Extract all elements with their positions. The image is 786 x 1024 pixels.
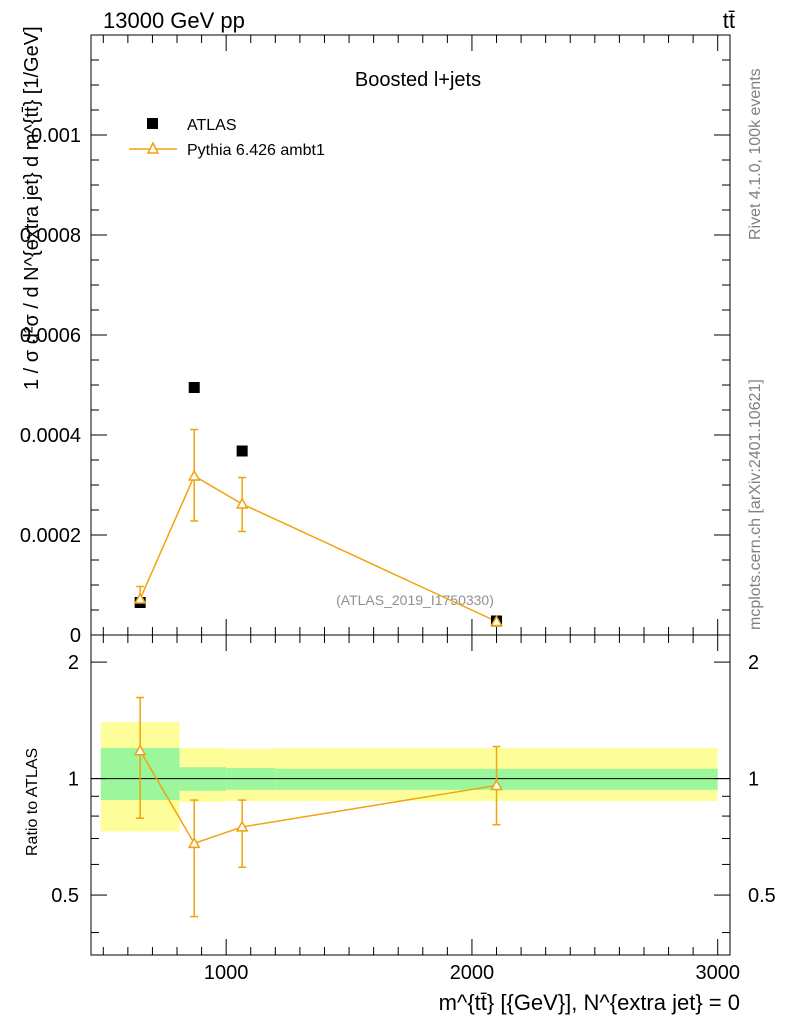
ratio-y-tick-label: 1	[68, 769, 79, 791]
pythia-ratio-point	[133, 744, 147, 756]
x-tick-label: 3000	[695, 962, 740, 984]
main-y-axis-label: 1 / σ d²σ / d N^{extra jet} d m^{tt̄} [1…	[21, 26, 43, 390]
legend: ATLAS Pythia 6.426 ambt1	[129, 117, 325, 159]
pythia-ratio-series	[133, 696, 503, 918]
ratio-y-tick-label-right: 2	[748, 652, 759, 674]
x-tick-label: 2000	[450, 962, 495, 984]
legend-pythia-label: Pythia 6.426 ambt1	[187, 142, 325, 159]
ratio-panel: 1000 2000 3000 0.5 0.5 1 1 2 2 Ratio to ATLAS	[24, 634, 776, 984]
pythia-ratio-point	[490, 778, 503, 791]
y-tick-label: 0.001	[31, 125, 81, 147]
rivet-version-label: Rivet 4.1.0, 100k events	[747, 68, 764, 240]
legend-atlas-marker	[147, 118, 158, 129]
pythia-line	[139, 474, 497, 623]
header-process: tt̄	[723, 8, 735, 33]
main-ticks: 0 0.0002 0.0004 0.0006 0.0008 0.001	[20, 34, 730, 647]
y-tick-label: 0.0004	[20, 425, 81, 447]
main-panel: (ATLAS_2019_I1750330) 0 0.0002 0.0004 0.000…	[20, 26, 731, 647]
pythia-point	[490, 614, 503, 627]
ratio-y-tick-label: 2	[68, 652, 79, 674]
header-energy: 13000 GeV pp	[103, 8, 245, 33]
atlas-uncertainty-bands	[100, 722, 718, 832]
y-tick-label: 0	[70, 625, 81, 647]
pythia-point	[187, 469, 201, 481]
y-tick-label: 0.0008	[20, 225, 81, 247]
atlas-point	[236, 445, 248, 457]
legend-atlas-label: ATLAS	[187, 117, 237, 134]
pythia-ratio-point	[187, 836, 201, 849]
y-tick-label: 0.0002	[20, 525, 81, 547]
atlas-series	[133, 382, 503, 627]
pythia-point	[133, 592, 147, 604]
analysis-watermark: (ATLAS_2019_I1750330)	[336, 592, 494, 608]
legend-pythia-marker	[146, 141, 160, 154]
pythia-ratio-point	[235, 820, 249, 832]
pythia-ratio-line	[139, 750, 497, 845]
mcplots-label: mcplots.cern.ch [arXiv:2401.10621]	[747, 379, 764, 630]
x-axis-label: m^{tt̄} [{GeV}], N^{extra jet} = 0	[439, 990, 740, 1015]
y-tick-label: 0.0006	[20, 325, 81, 347]
ratio-ticks: 1000 2000 3000 0.5 0.5 1 1 2 2	[51, 635, 776, 984]
ratio-y-tick-label-right: 0.5	[748, 885, 776, 907]
atlas-point	[188, 382, 200, 393]
ratio-y-axis-label: Ratio to ATLAS	[24, 748, 41, 856]
ratio-y-tick-label-right: 1	[748, 769, 759, 791]
main-title: Boosted l+jets	[355, 69, 481, 91]
pythia-point	[235, 497, 249, 509]
x-tick-label: 1000	[204, 962, 249, 984]
ratio-y-tick-label: 0.5	[51, 885, 79, 907]
ratio-frame	[90, 634, 731, 956]
